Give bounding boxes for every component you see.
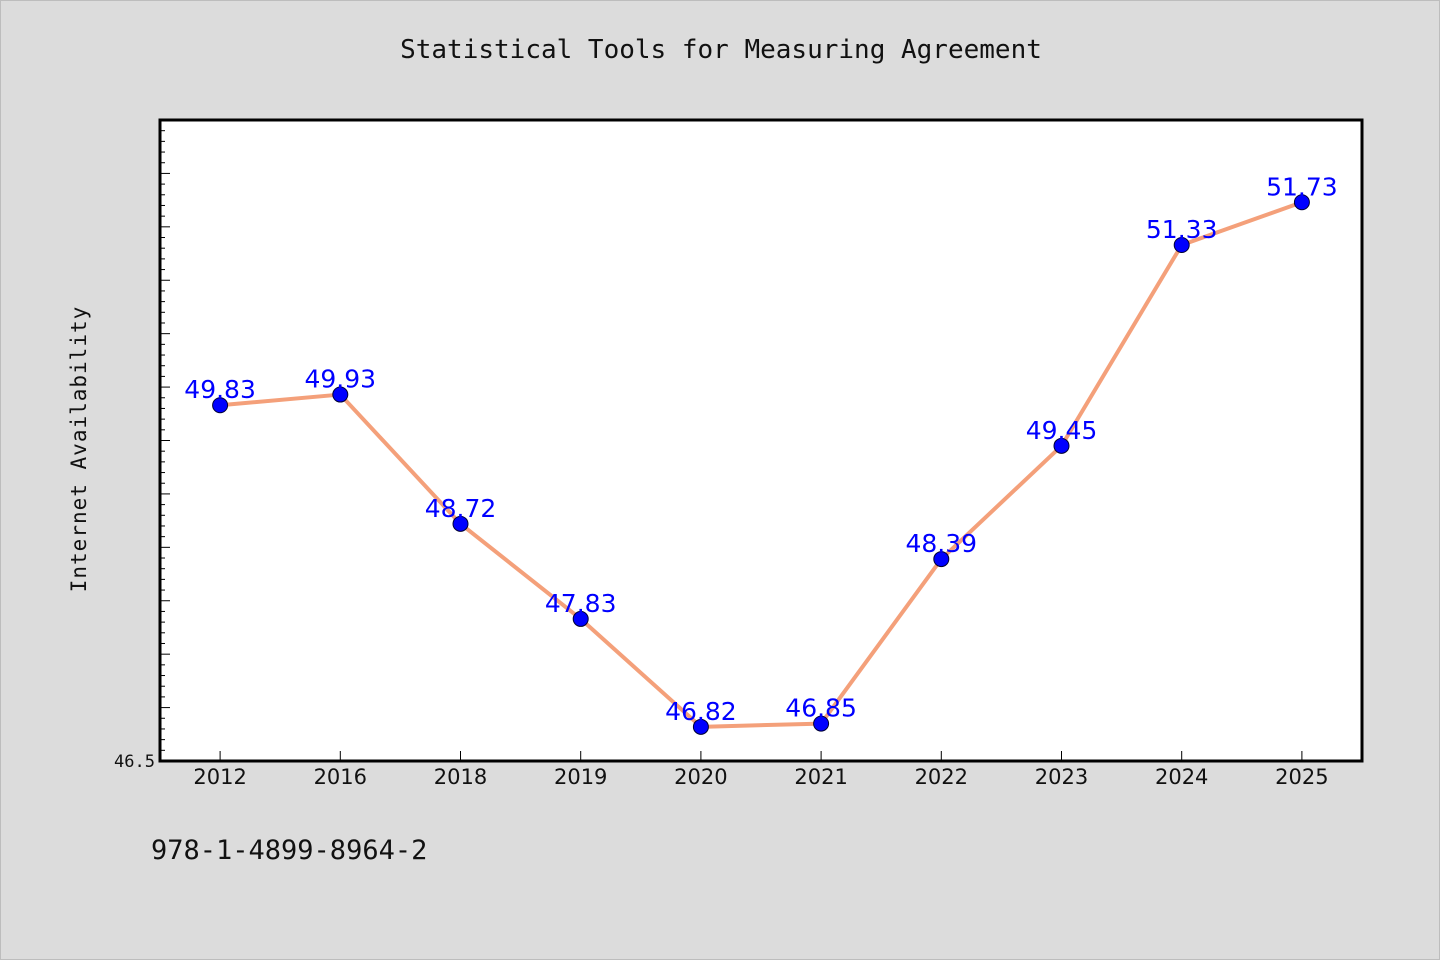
isbn-text: 978-1-4899-8964-2 bbox=[151, 835, 428, 866]
data-label: 51.73 bbox=[1266, 172, 1338, 201]
plot-border bbox=[158, 118, 1364, 763]
y-tick-label: 46.5 bbox=[114, 752, 155, 772]
data-label: 48.39 bbox=[906, 529, 978, 558]
x-tick-label: 2012 bbox=[193, 765, 246, 789]
data-point bbox=[212, 397, 229, 414]
series-line bbox=[218, 200, 1304, 729]
x-tick-label: 2022 bbox=[915, 765, 968, 789]
data-point bbox=[1053, 437, 1070, 454]
x-tick-label: 2019 bbox=[554, 765, 607, 789]
data-label: 51.33 bbox=[1146, 215, 1218, 244]
data-point bbox=[933, 551, 950, 568]
data-point bbox=[452, 515, 469, 532]
data-point bbox=[332, 386, 349, 403]
data-point bbox=[1173, 236, 1190, 253]
x-tick-label: 2023 bbox=[1035, 765, 1088, 789]
data-point bbox=[572, 610, 589, 627]
data-label: 46.85 bbox=[785, 694, 857, 723]
x-tick-label: 2024 bbox=[1155, 765, 1208, 789]
data-label: 48.72 bbox=[425, 494, 497, 523]
data-point bbox=[1293, 194, 1310, 211]
data-label: 46.82 bbox=[665, 697, 737, 726]
data-label: 49.45 bbox=[1026, 416, 1098, 445]
x-tick-label: 2016 bbox=[314, 765, 367, 789]
chart-title: Statistical Tools for Measuring Agreemen… bbox=[400, 35, 1042, 65]
data-point bbox=[813, 715, 830, 732]
x-tick-label: 2018 bbox=[434, 765, 487, 789]
plot-area bbox=[160, 120, 1362, 761]
data-label: 49.93 bbox=[305, 365, 377, 394]
data-point bbox=[692, 718, 709, 735]
data-label: 49.83 bbox=[184, 375, 256, 404]
x-tick-label: 2021 bbox=[794, 765, 847, 789]
x-tick-label: 2025 bbox=[1275, 765, 1328, 789]
x-tick-label: 2020 bbox=[674, 765, 727, 789]
data-label: 47.83 bbox=[545, 589, 617, 618]
